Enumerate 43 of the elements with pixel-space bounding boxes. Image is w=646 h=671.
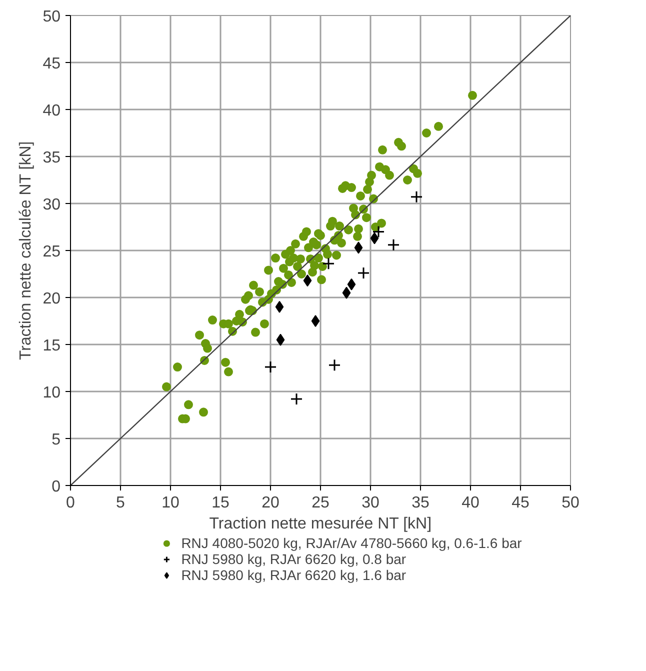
point: [311, 315, 320, 327]
point: [303, 274, 312, 287]
x-tick-label: 10: [162, 494, 180, 512]
y-tick-label: 45: [42, 56, 61, 72]
y-tick-label: 25: [42, 244, 61, 260]
x-tick-label: 20: [262, 494, 280, 512]
y-tick-label: 0: [52, 478, 61, 496]
y-axis-title: Traction nette calculée NT [kN]: [18, 141, 35, 360]
y-tick-label: 30: [42, 196, 61, 214]
y-tick-label: 15: [42, 338, 61, 354]
point: [354, 242, 363, 254]
point: [410, 190, 423, 204]
x-tick-label: 25: [312, 494, 330, 512]
legend-label: RNJ 4080-5020 kg, RJAr/Av 4780-5660 kg, 0.6-1.6 bar: [181, 535, 522, 551]
x-tick-label: 5: [116, 494, 126, 512]
x-tick-label: 50: [562, 494, 580, 512]
y-tick-label: 40: [42, 102, 61, 120]
point: [342, 286, 351, 299]
point: [357, 266, 370, 280]
y-tick-label: 5: [52, 432, 61, 448]
y-tick-label: 50: [42, 8, 61, 26]
x-tick-label: 15: [212, 494, 230, 512]
x-tick-label: 40: [462, 494, 480, 512]
legend-label: RNJ 5980 kg, RJAr 6620 kg, 1.6 bar: [181, 567, 406, 583]
point: [387, 238, 400, 252]
x-axis-title: Traction nette mesurée NT [kN]: [209, 516, 432, 532]
point: [322, 257, 335, 270]
y-tick-label: 10: [42, 384, 61, 402]
x-tick-label: 30: [362, 494, 380, 512]
x-tick-label: 35: [412, 494, 430, 512]
y-tick-label: 35: [42, 150, 61, 166]
point: [264, 360, 277, 374]
y-tick-label: 20: [42, 290, 61, 308]
point: [275, 300, 284, 313]
point: [372, 225, 385, 238]
point: [328, 358, 341, 372]
point: [370, 232, 379, 244]
point: [347, 278, 356, 290]
point: [290, 392, 303, 406]
point: [276, 334, 285, 346]
legend-label: RNJ 5980 kg, RJAr 6620 kg, 0.8 bar: [181, 551, 406, 567]
x-tick-label: 0: [66, 494, 76, 512]
x-tick-label: 45: [512, 494, 530, 512]
